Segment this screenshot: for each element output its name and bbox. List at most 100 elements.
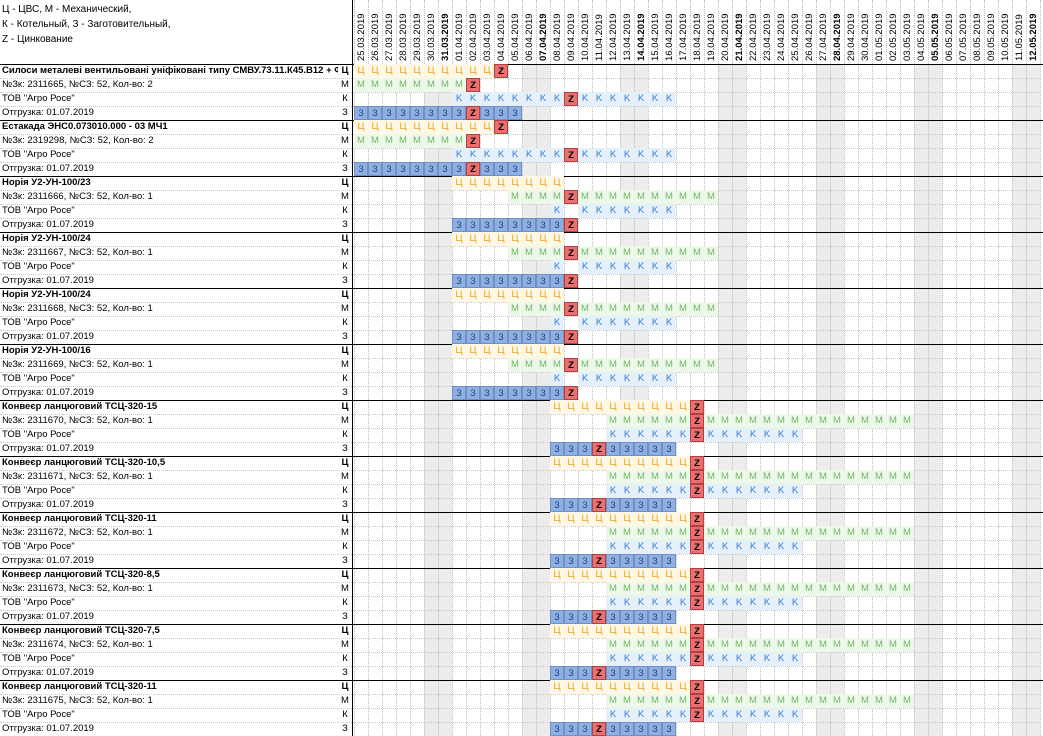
schedule-cell-boiler[interactable]: K bbox=[648, 596, 662, 610]
order-number[interactable]: №Зк: 2311667, №СЗ: 52, Кол-во: 1 bbox=[2, 247, 153, 258]
schedule-cell-mech[interactable]: M bbox=[844, 470, 858, 484]
schedule-cell-mech[interactable]: M bbox=[760, 470, 774, 484]
schedule-cell-cvs[interactable]: Ц bbox=[382, 64, 396, 78]
schedule-cell-boiler[interactable]: K bbox=[704, 540, 718, 554]
schedule-cell-cvs[interactable]: Ц bbox=[494, 288, 508, 302]
schedule-cell-mech[interactable]: M bbox=[662, 582, 676, 596]
schedule-cell-boiler[interactable]: K bbox=[536, 148, 550, 162]
schedule-cell-boiler[interactable]: K bbox=[620, 596, 634, 610]
schedule-cell-prep[interactable]: 3 bbox=[424, 106, 438, 120]
schedule-cell-prep[interactable]: 3 bbox=[550, 442, 564, 456]
date-header[interactable]: 25.04.2019 bbox=[788, 0, 802, 62]
schedule-cell-mech[interactable]: M bbox=[662, 246, 676, 260]
schedule-cell-boiler[interactable]: K bbox=[774, 596, 788, 610]
schedule-cell-boiler[interactable]: K bbox=[592, 316, 606, 330]
schedule-cell-boiler[interactable]: K bbox=[620, 652, 634, 666]
schedule-cell-cvs[interactable]: Ц bbox=[550, 232, 564, 246]
schedule-cell-mech[interactable]: M bbox=[606, 190, 620, 204]
schedule-cell-cvs[interactable]: Ц bbox=[550, 680, 564, 694]
schedule-cell-mech[interactable]: M bbox=[746, 582, 760, 596]
schedule-cell-cvs[interactable]: Ц bbox=[620, 400, 634, 414]
schedule-cell-zinc[interactable]: Z bbox=[564, 358, 578, 372]
schedule-cell-cvs[interactable]: Ц bbox=[592, 624, 606, 638]
order-title[interactable]: Норія У2-УН-100/24 bbox=[2, 289, 91, 300]
schedule-cell-mech[interactable]: M bbox=[606, 694, 620, 708]
schedule-cell-mech[interactable]: M bbox=[368, 78, 382, 92]
schedule-cell-mech[interactable]: M bbox=[704, 358, 718, 372]
schedule-cell-cvs[interactable]: Ц bbox=[676, 512, 690, 526]
schedule-cell-prep[interactable]: 3 bbox=[494, 330, 508, 344]
schedule-cell-prep[interactable]: 3 bbox=[466, 218, 480, 232]
schedule-cell-prep[interactable]: 3 bbox=[508, 330, 522, 344]
schedule-cell-cvs[interactable]: Ц bbox=[466, 120, 480, 134]
schedule-cell-boiler[interactable]: K bbox=[606, 372, 620, 386]
schedule-cell-mech[interactable]: M bbox=[550, 246, 564, 260]
schedule-cell-cvs[interactable]: Ц bbox=[522, 176, 536, 190]
order-title[interactable]: Конвеєр ланцюговий ТСЦ-320-11 bbox=[2, 513, 157, 524]
order-title[interactable]: Норія У2-УН-100/23 bbox=[2, 177, 91, 188]
schedule-cell-boiler[interactable]: K bbox=[620, 92, 634, 106]
schedule-cell-mech[interactable]: M bbox=[648, 302, 662, 316]
schedule-cell-mech[interactable]: M bbox=[522, 190, 536, 204]
schedule-cell-mech[interactable]: M bbox=[816, 526, 830, 540]
schedule-cell-cvs[interactable]: Ц bbox=[466, 64, 480, 78]
date-header[interactable]: 08.05.2019 bbox=[970, 0, 984, 62]
schedule-cell-mech[interactable]: M bbox=[354, 78, 368, 92]
order-number[interactable]: №Зк: 2311675, №СЗ: 52, Кол-во: 1 bbox=[2, 695, 153, 706]
schedule-cell-mech[interactable]: M bbox=[634, 190, 648, 204]
schedule-cell-mech[interactable]: M bbox=[718, 526, 732, 540]
schedule-cell-mech[interactable]: M bbox=[592, 302, 606, 316]
shipping-date[interactable]: Отгрузка: 01.07.2019 bbox=[2, 163, 94, 174]
schedule-cell-mech[interactable]: M bbox=[830, 694, 844, 708]
schedule-cell-mech[interactable]: M bbox=[802, 414, 816, 428]
schedule-cell-boiler[interactable]: K bbox=[578, 148, 592, 162]
schedule-cell-cvs[interactable]: Ц bbox=[648, 568, 662, 582]
shipping-date[interactable]: Отгрузка: 01.07.2019 bbox=[2, 219, 94, 230]
order-number[interactable]: №Зк: 2311669, №СЗ: 52, Кол-во: 1 bbox=[2, 359, 153, 370]
schedule-cell-cvs[interactable]: Ц bbox=[662, 624, 676, 638]
schedule-cell-cvs[interactable]: Ц bbox=[494, 176, 508, 190]
schedule-cell-mech[interactable]: M bbox=[368, 134, 382, 148]
schedule-cell-mech[interactable]: M bbox=[802, 582, 816, 596]
schedule-cell-boiler[interactable]: K bbox=[634, 708, 648, 722]
schedule-cell-mech[interactable]: M bbox=[872, 582, 886, 596]
schedule-cell-mech[interactable]: M bbox=[802, 470, 816, 484]
order-number[interactable]: №Зк: 2311665, №СЗ: 52, Кол-во: 2 bbox=[2, 79, 153, 90]
schedule-cell-cvs[interactable]: Ц bbox=[592, 680, 606, 694]
schedule-cell-boiler[interactable]: K bbox=[634, 596, 648, 610]
schedule-cell-mech[interactable]: M bbox=[522, 246, 536, 260]
schedule-cell-prep[interactable]: 3 bbox=[480, 218, 494, 232]
schedule-cell-mech[interactable]: M bbox=[788, 582, 802, 596]
schedule-cell-mech[interactable]: M bbox=[662, 638, 676, 652]
schedule-cell-boiler[interactable]: K bbox=[592, 260, 606, 274]
date-header[interactable]: 16.04.2019 bbox=[662, 0, 676, 62]
schedule-cell-zinc[interactable]: Z bbox=[592, 442, 606, 456]
schedule-cell-mech[interactable]: M bbox=[760, 694, 774, 708]
schedule-cell-mech[interactable]: M bbox=[634, 246, 648, 260]
schedule-cell-mech[interactable]: M bbox=[802, 694, 816, 708]
schedule-cell-mech[interactable]: M bbox=[872, 526, 886, 540]
schedule-cell-mech[interactable]: M bbox=[634, 582, 648, 596]
schedule-cell-mech[interactable]: M bbox=[620, 358, 634, 372]
schedule-cell-cvs[interactable]: Ц bbox=[550, 400, 564, 414]
schedule-cell-zinc[interactable]: Z bbox=[690, 708, 704, 722]
schedule-cell-mech[interactable]: M bbox=[704, 526, 718, 540]
schedule-cell-mech[interactable]: M bbox=[522, 302, 536, 316]
schedule-cell-prep[interactable]: 3 bbox=[634, 666, 648, 680]
schedule-cell-prep[interactable]: 3 bbox=[480, 106, 494, 120]
shipping-date[interactable]: Отгрузка: 01.07.2019 bbox=[2, 275, 94, 286]
schedule-cell-boiler[interactable]: K bbox=[592, 92, 606, 106]
schedule-cell-mech[interactable]: M bbox=[676, 358, 690, 372]
schedule-cell-cvs[interactable]: Ц bbox=[550, 568, 564, 582]
schedule-cell-boiler[interactable]: K bbox=[774, 540, 788, 554]
date-header[interactable]: 04.05.2019 bbox=[914, 0, 928, 62]
schedule-cell-mech[interactable]: M bbox=[746, 414, 760, 428]
schedule-cell-boiler[interactable]: K bbox=[634, 204, 648, 218]
schedule-cell-mech[interactable]: M bbox=[872, 694, 886, 708]
schedule-cell-prep[interactable]: 3 bbox=[550, 666, 564, 680]
schedule-cell-boiler[interactable]: K bbox=[620, 372, 634, 386]
schedule-cell-prep[interactable]: 3 bbox=[550, 722, 564, 736]
client-name[interactable]: ТОВ "Агро Росе" bbox=[2, 709, 75, 720]
schedule-cell-boiler[interactable]: K bbox=[634, 92, 648, 106]
schedule-cell-boiler[interactable]: K bbox=[550, 260, 564, 274]
